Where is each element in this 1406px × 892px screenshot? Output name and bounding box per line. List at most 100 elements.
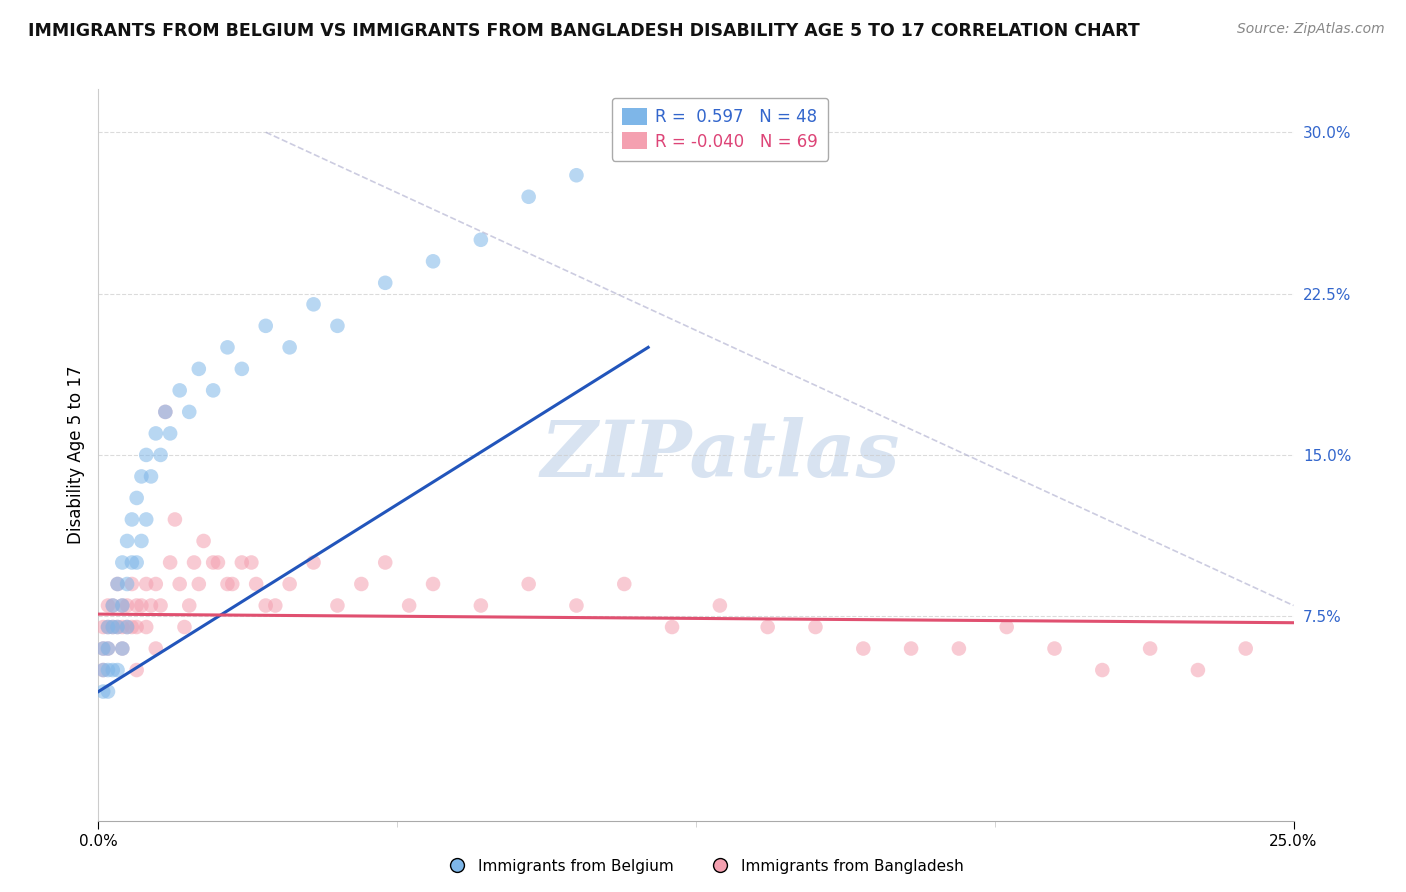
Point bbox=[302, 556, 325, 570]
Point bbox=[107, 620, 129, 634]
Point bbox=[97, 620, 120, 634]
Point bbox=[202, 556, 225, 570]
Point bbox=[852, 641, 875, 656]
Point bbox=[91, 641, 114, 656]
Point bbox=[111, 599, 134, 613]
Point bbox=[159, 426, 181, 441]
Point bbox=[135, 620, 157, 634]
Point bbox=[135, 512, 157, 526]
Point bbox=[804, 620, 827, 634]
Point bbox=[613, 577, 636, 591]
Point bbox=[149, 448, 172, 462]
Point bbox=[202, 384, 225, 398]
Point bbox=[278, 340, 301, 354]
Point bbox=[159, 556, 181, 570]
Point bbox=[111, 641, 134, 656]
Point bbox=[121, 512, 143, 526]
Point bbox=[101, 663, 124, 677]
Point bbox=[187, 362, 209, 376]
Point bbox=[115, 577, 138, 591]
Point bbox=[221, 577, 243, 591]
Point bbox=[326, 599, 349, 613]
Point bbox=[231, 556, 253, 570]
Legend: Immigrants from Belgium, Immigrants from Bangladesh: Immigrants from Belgium, Immigrants from… bbox=[436, 853, 970, 880]
Point bbox=[91, 663, 114, 677]
Point bbox=[155, 405, 177, 419]
Point bbox=[517, 190, 540, 204]
Point bbox=[709, 599, 731, 613]
Point bbox=[169, 577, 191, 591]
Point bbox=[107, 663, 129, 677]
Point bbox=[107, 577, 129, 591]
Point bbox=[217, 340, 239, 354]
Point bbox=[111, 641, 134, 656]
Point bbox=[173, 620, 195, 634]
Text: Source: ZipAtlas.com: Source: ZipAtlas.com bbox=[1237, 22, 1385, 37]
Point bbox=[565, 168, 588, 182]
Point bbox=[217, 577, 239, 591]
Point bbox=[91, 620, 114, 634]
Point bbox=[115, 620, 138, 634]
Point bbox=[900, 641, 922, 656]
Point bbox=[756, 620, 779, 634]
Point bbox=[97, 599, 120, 613]
Point bbox=[101, 620, 124, 634]
Point bbox=[187, 577, 209, 591]
Point bbox=[1187, 663, 1209, 677]
Point bbox=[1139, 641, 1161, 656]
Point bbox=[131, 599, 153, 613]
Point bbox=[111, 599, 134, 613]
Point bbox=[948, 641, 970, 656]
Point bbox=[125, 620, 148, 634]
Point bbox=[155, 405, 177, 419]
Point bbox=[517, 577, 540, 591]
Point bbox=[163, 512, 186, 526]
Point bbox=[240, 556, 263, 570]
Point bbox=[422, 577, 444, 591]
Point bbox=[131, 469, 153, 483]
Point bbox=[115, 533, 138, 548]
Point bbox=[145, 577, 167, 591]
Point bbox=[374, 556, 396, 570]
Point bbox=[470, 233, 492, 247]
Point bbox=[183, 556, 205, 570]
Point bbox=[135, 448, 157, 462]
Point bbox=[107, 620, 129, 634]
Point bbox=[995, 620, 1018, 634]
Point bbox=[139, 469, 162, 483]
Point bbox=[326, 318, 349, 333]
Point bbox=[398, 599, 420, 613]
Point bbox=[1043, 641, 1066, 656]
Point bbox=[145, 641, 167, 656]
Point bbox=[254, 318, 277, 333]
Point bbox=[135, 577, 157, 591]
Point bbox=[302, 297, 325, 311]
Point bbox=[91, 663, 114, 677]
Point bbox=[231, 362, 253, 376]
Point bbox=[125, 556, 148, 570]
Point bbox=[131, 533, 153, 548]
Point bbox=[101, 599, 124, 613]
Point bbox=[97, 641, 120, 656]
Legend: R =  0.597   N = 48, R = -0.040   N = 69: R = 0.597 N = 48, R = -0.040 N = 69 bbox=[612, 97, 828, 161]
Point bbox=[121, 556, 143, 570]
Point bbox=[1234, 641, 1257, 656]
Point bbox=[149, 599, 172, 613]
Point bbox=[278, 577, 301, 591]
Point bbox=[115, 599, 138, 613]
Point bbox=[139, 599, 162, 613]
Point bbox=[422, 254, 444, 268]
Point bbox=[374, 276, 396, 290]
Point bbox=[101, 620, 124, 634]
Point bbox=[179, 599, 201, 613]
Point bbox=[125, 599, 148, 613]
Y-axis label: Disability Age 5 to 17: Disability Age 5 to 17 bbox=[66, 366, 84, 544]
Point bbox=[91, 684, 114, 698]
Point bbox=[207, 556, 229, 570]
Point bbox=[637, 146, 659, 161]
Point bbox=[91, 641, 114, 656]
Point bbox=[107, 577, 129, 591]
Point bbox=[254, 599, 277, 613]
Point bbox=[661, 620, 683, 634]
Text: IMMIGRANTS FROM BELGIUM VS IMMIGRANTS FROM BANGLADESH DISABILITY AGE 5 TO 17 COR: IMMIGRANTS FROM BELGIUM VS IMMIGRANTS FR… bbox=[28, 22, 1140, 40]
